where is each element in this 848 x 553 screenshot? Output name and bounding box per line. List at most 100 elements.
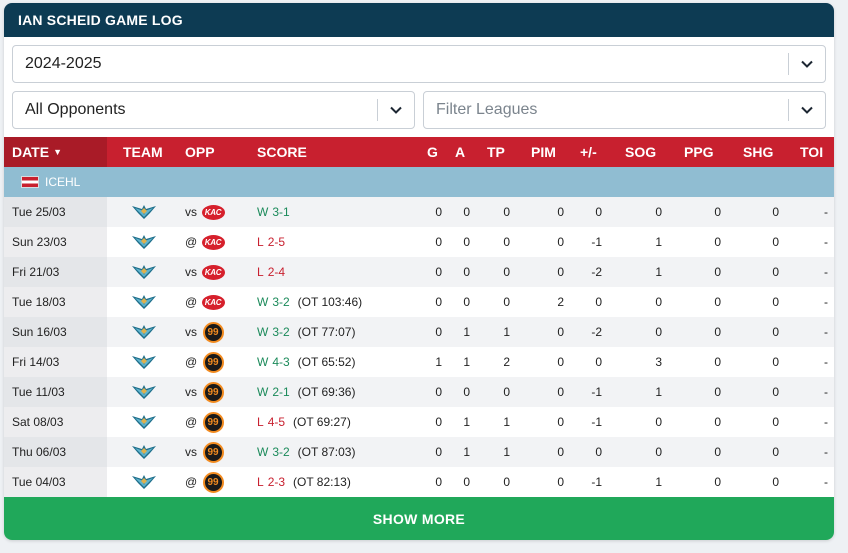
score-value: 2-4 [267,265,286,279]
chevron-down-icon[interactable] [789,92,825,128]
pim-cell: 0 [557,415,564,429]
header-plus-minus[interactable]: +/- [580,144,597,160]
game-score[interactable]: W 2-1 (OT 69:36) [257,377,355,407]
table-row[interactable]: Sun 23/03 @ KAC L 2-5 0 0 0 0 -1 1 0 0 - [4,227,834,257]
game-result: W [257,355,269,369]
team-logo-icon[interactable] [130,407,158,437]
header-tp[interactable]: TP [487,144,505,160]
score-value: 3-2 [272,295,290,309]
pim-cell: 0 [557,265,564,279]
game-date[interactable]: Fri 21/03 [4,257,107,287]
toi-cell: - [824,445,828,459]
shg-cell: 0 [772,235,779,249]
leagues-filter-select[interactable]: Filter Leagues [423,91,826,129]
team-logo-icon[interactable] [130,257,158,287]
table-row[interactable]: Thu 06/03 vs 99 W 3-2 (OT 87:03) 0 1 1 0… [4,437,834,467]
game-date[interactable]: Sun 23/03 [4,227,107,257]
header-opp[interactable]: OPP [185,144,215,160]
game-date[interactable]: Tue 11/03 [4,377,107,407]
opponents-select[interactable]: All Opponents [12,91,415,129]
game-date[interactable]: Thu 06/03 [4,437,107,467]
overtime-info: (OT 69:36) [297,385,356,399]
game-date[interactable]: Sun 16/03 [4,317,107,347]
table-header: DATE ▼ TEAM OPP SCORE G A TP PIM +/- SOG… [4,137,834,167]
team-logo-icon[interactable] [130,287,158,317]
opponent-logo-icon[interactable]: KAC [201,197,225,227]
table-row[interactable]: Tue 11/03 vs 99 W 2-1 (OT 69:36) 0 0 0 0… [4,377,834,407]
chevron-down-icon[interactable] [789,46,825,82]
points-cell: 0 [503,205,510,219]
league-name[interactable]: ICEHL [45,175,81,189]
game-score[interactable]: L 2-5 [257,227,289,257]
header-shg[interactable]: SHG [743,144,774,160]
game-result: W [257,385,269,399]
team-logo-icon[interactable] [130,317,158,347]
opponent-logo-icon[interactable]: KAC [201,227,225,257]
header-pim[interactable]: PIM [531,144,556,160]
assists-cell: 0 [463,265,470,279]
team-logo-icon[interactable] [130,437,158,467]
table-row[interactable]: Sat 08/03 @ 99 L 4-5 (OT 69:27) 0 1 1 0 … [4,407,834,437]
season-select[interactable]: 2024-2025 [12,45,826,83]
table-row[interactable]: Fri 21/03 vs KAC L 2-4 0 0 0 0 -2 1 0 0 … [4,257,834,287]
opponent-logo-icon[interactable]: 99 [201,347,225,377]
table-row[interactable]: Tue 04/03 @ 99 L 2-3 (OT 82:13) 0 0 0 0 … [4,467,834,497]
team-logo-icon[interactable] [130,197,158,227]
opponent-logo-icon[interactable]: 99 [201,407,225,437]
goals-cell: 0 [435,475,442,489]
team-logo-icon[interactable] [130,377,158,407]
show-more-button[interactable]: SHOW MORE [4,497,834,540]
goals-cell: 1 [435,355,442,369]
opponent-logo-icon[interactable]: 99 [201,317,225,347]
goals-cell: 0 [435,235,442,249]
table-row[interactable]: Sun 16/03 vs 99 W 3-2 (OT 77:07) 0 1 1 0… [4,317,834,347]
opponent-logo-icon[interactable]: 99 [201,437,225,467]
game-score[interactable]: L 2-4 [257,257,289,287]
header-ppg[interactable]: PPG [684,144,714,160]
plus-minus-cell: -1 [591,385,602,399]
game-date[interactable]: Sat 08/03 [4,407,107,437]
overtime-info: (OT 77:07) [297,325,356,339]
team-logo-icon[interactable] [130,467,158,497]
season-select-value: 2024-2025 [25,55,102,72]
game-score[interactable]: L 4-5 (OT 69:27) [257,407,351,437]
leagues-filter-placeholder[interactable]: Filter Leagues [436,101,538,118]
opponent-logo-icon[interactable]: KAC [201,257,225,287]
header-sog[interactable]: SOG [625,144,657,160]
plus-minus-cell: -1 [591,475,602,489]
table-row[interactable]: Tue 25/03 vs KAC W 3-1 0 0 0 0 0 0 0 0 - [4,197,834,227]
points-cell: 0 [503,385,510,399]
header-toi[interactable]: TOI [800,144,824,160]
opponent-logo-text: 99 [202,411,224,433]
header-date[interactable]: DATE ▼ [4,137,107,167]
game-score[interactable]: W 3-2 (OT 87:03) [257,437,355,467]
venue-indicator: vs [185,385,197,399]
header-team[interactable]: TEAM [123,144,163,160]
game-log-card: IAN SCHEID GAME LOG 2024-2025 All Oppone… [4,3,834,540]
team-logo-icon[interactable] [130,347,158,377]
opponent-logo-icon[interactable]: 99 [201,377,225,407]
score-value: 2-3 [267,475,286,489]
table-row[interactable]: Fri 14/03 @ 99 W 4-3 (OT 65:52) 1 1 2 0 … [4,347,834,377]
shg-cell: 0 [772,265,779,279]
game-score[interactable]: W 4-3 (OT 65:52) [257,347,355,377]
header-g[interactable]: G [427,144,438,160]
game-result: L [257,235,264,249]
opponent-logo-icon[interactable]: 99 [201,467,225,497]
game-date[interactable]: Tue 25/03 [4,197,107,227]
game-date[interactable]: Fri 14/03 [4,347,107,377]
header-score[interactable]: SCORE [257,144,307,160]
header-a[interactable]: A [455,144,466,160]
game-score[interactable]: L 2-3 (OT 82:13) [257,467,351,497]
game-score[interactable]: W 3-1 [257,197,294,227]
opponent-logo-icon[interactable]: KAC [201,287,225,317]
game-date[interactable]: Tue 04/03 [4,467,107,497]
team-logo-icon[interactable] [130,227,158,257]
game-score[interactable]: W 3-2 (OT 77:07) [257,317,355,347]
chevron-down-icon[interactable] [378,92,414,128]
toi-cell: - [824,475,828,489]
game-score[interactable]: W 3-2 (OT 103:46) [257,287,362,317]
table-body: Tue 25/03 vs KAC W 3-1 0 0 0 0 0 0 0 0 -… [4,197,834,497]
game-date[interactable]: Tue 18/03 [4,287,107,317]
table-row[interactable]: Tue 18/03 @ KAC W 3-2 (OT 103:46) 0 0 0 … [4,287,834,317]
